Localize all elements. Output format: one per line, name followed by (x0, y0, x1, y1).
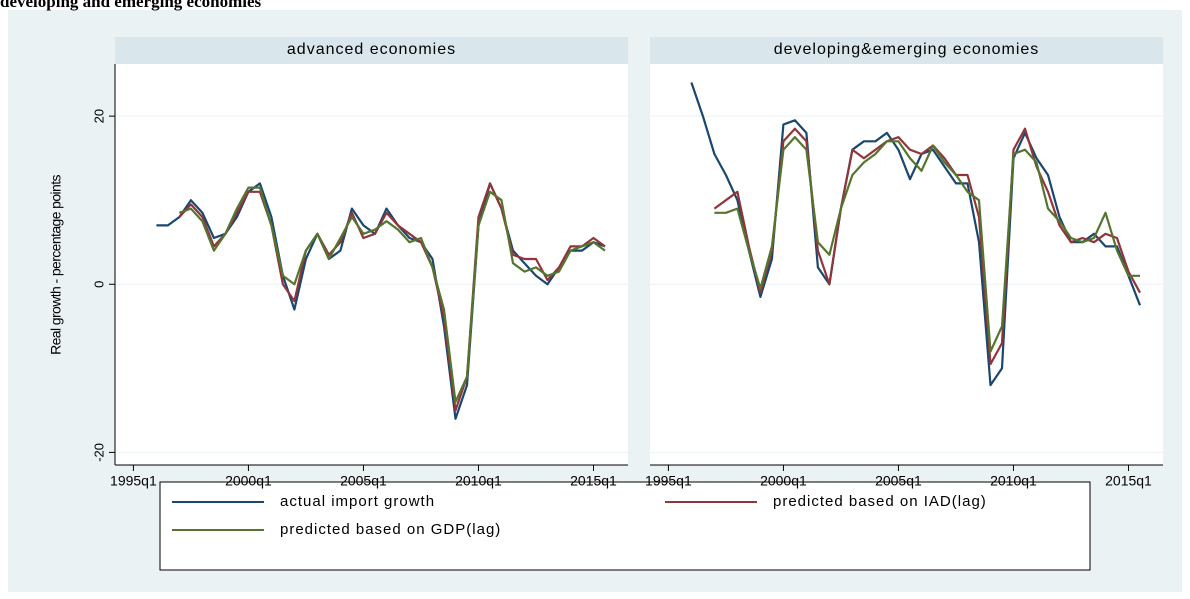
panel-strip (650, 37, 1163, 64)
caption: developing and emerging economies (0, 0, 262, 11)
x-tick-label: 1995q1 (110, 473, 157, 489)
x-tick-label: 2005q1 (875, 473, 922, 489)
plot-area (650, 64, 1163, 465)
panel-title: advanced economies (287, 41, 456, 58)
x-tick-label: 2010q1 (455, 473, 502, 489)
legend-label: predicted based on IAD(lag) (773, 493, 987, 510)
x-tick-label: 2005q1 (340, 473, 387, 489)
x-tick-label: 2010q1 (990, 473, 1037, 489)
y-tick-label: 20 (91, 109, 106, 123)
panel-strip (115, 37, 628, 64)
legend-label: actual import growth (280, 493, 435, 510)
series-line (178, 182, 606, 412)
panel-title: developing&emerging economies (774, 41, 1040, 58)
x-tick-label: 2000q1 (760, 473, 807, 489)
legend-label: predicted based on GDP(lag) (280, 521, 501, 538)
y-tick-label: 0 (91, 281, 106, 288)
x-tick-label: 2015q1 (570, 473, 617, 489)
y-axis-label: Real growth - percentage points (48, 174, 64, 354)
y-tick-label: -20 (91, 443, 106, 462)
series-line (713, 127, 1141, 366)
series-line (714, 136, 1140, 353)
legend (159, 481, 1091, 571)
x-tick-label: 2000q1 (225, 473, 272, 489)
x-tick-label: 2015q1 (1105, 473, 1152, 489)
x-tick-label: 1995q1 (645, 473, 692, 489)
plot-area (115, 64, 628, 465)
series-line (179, 186, 606, 403)
